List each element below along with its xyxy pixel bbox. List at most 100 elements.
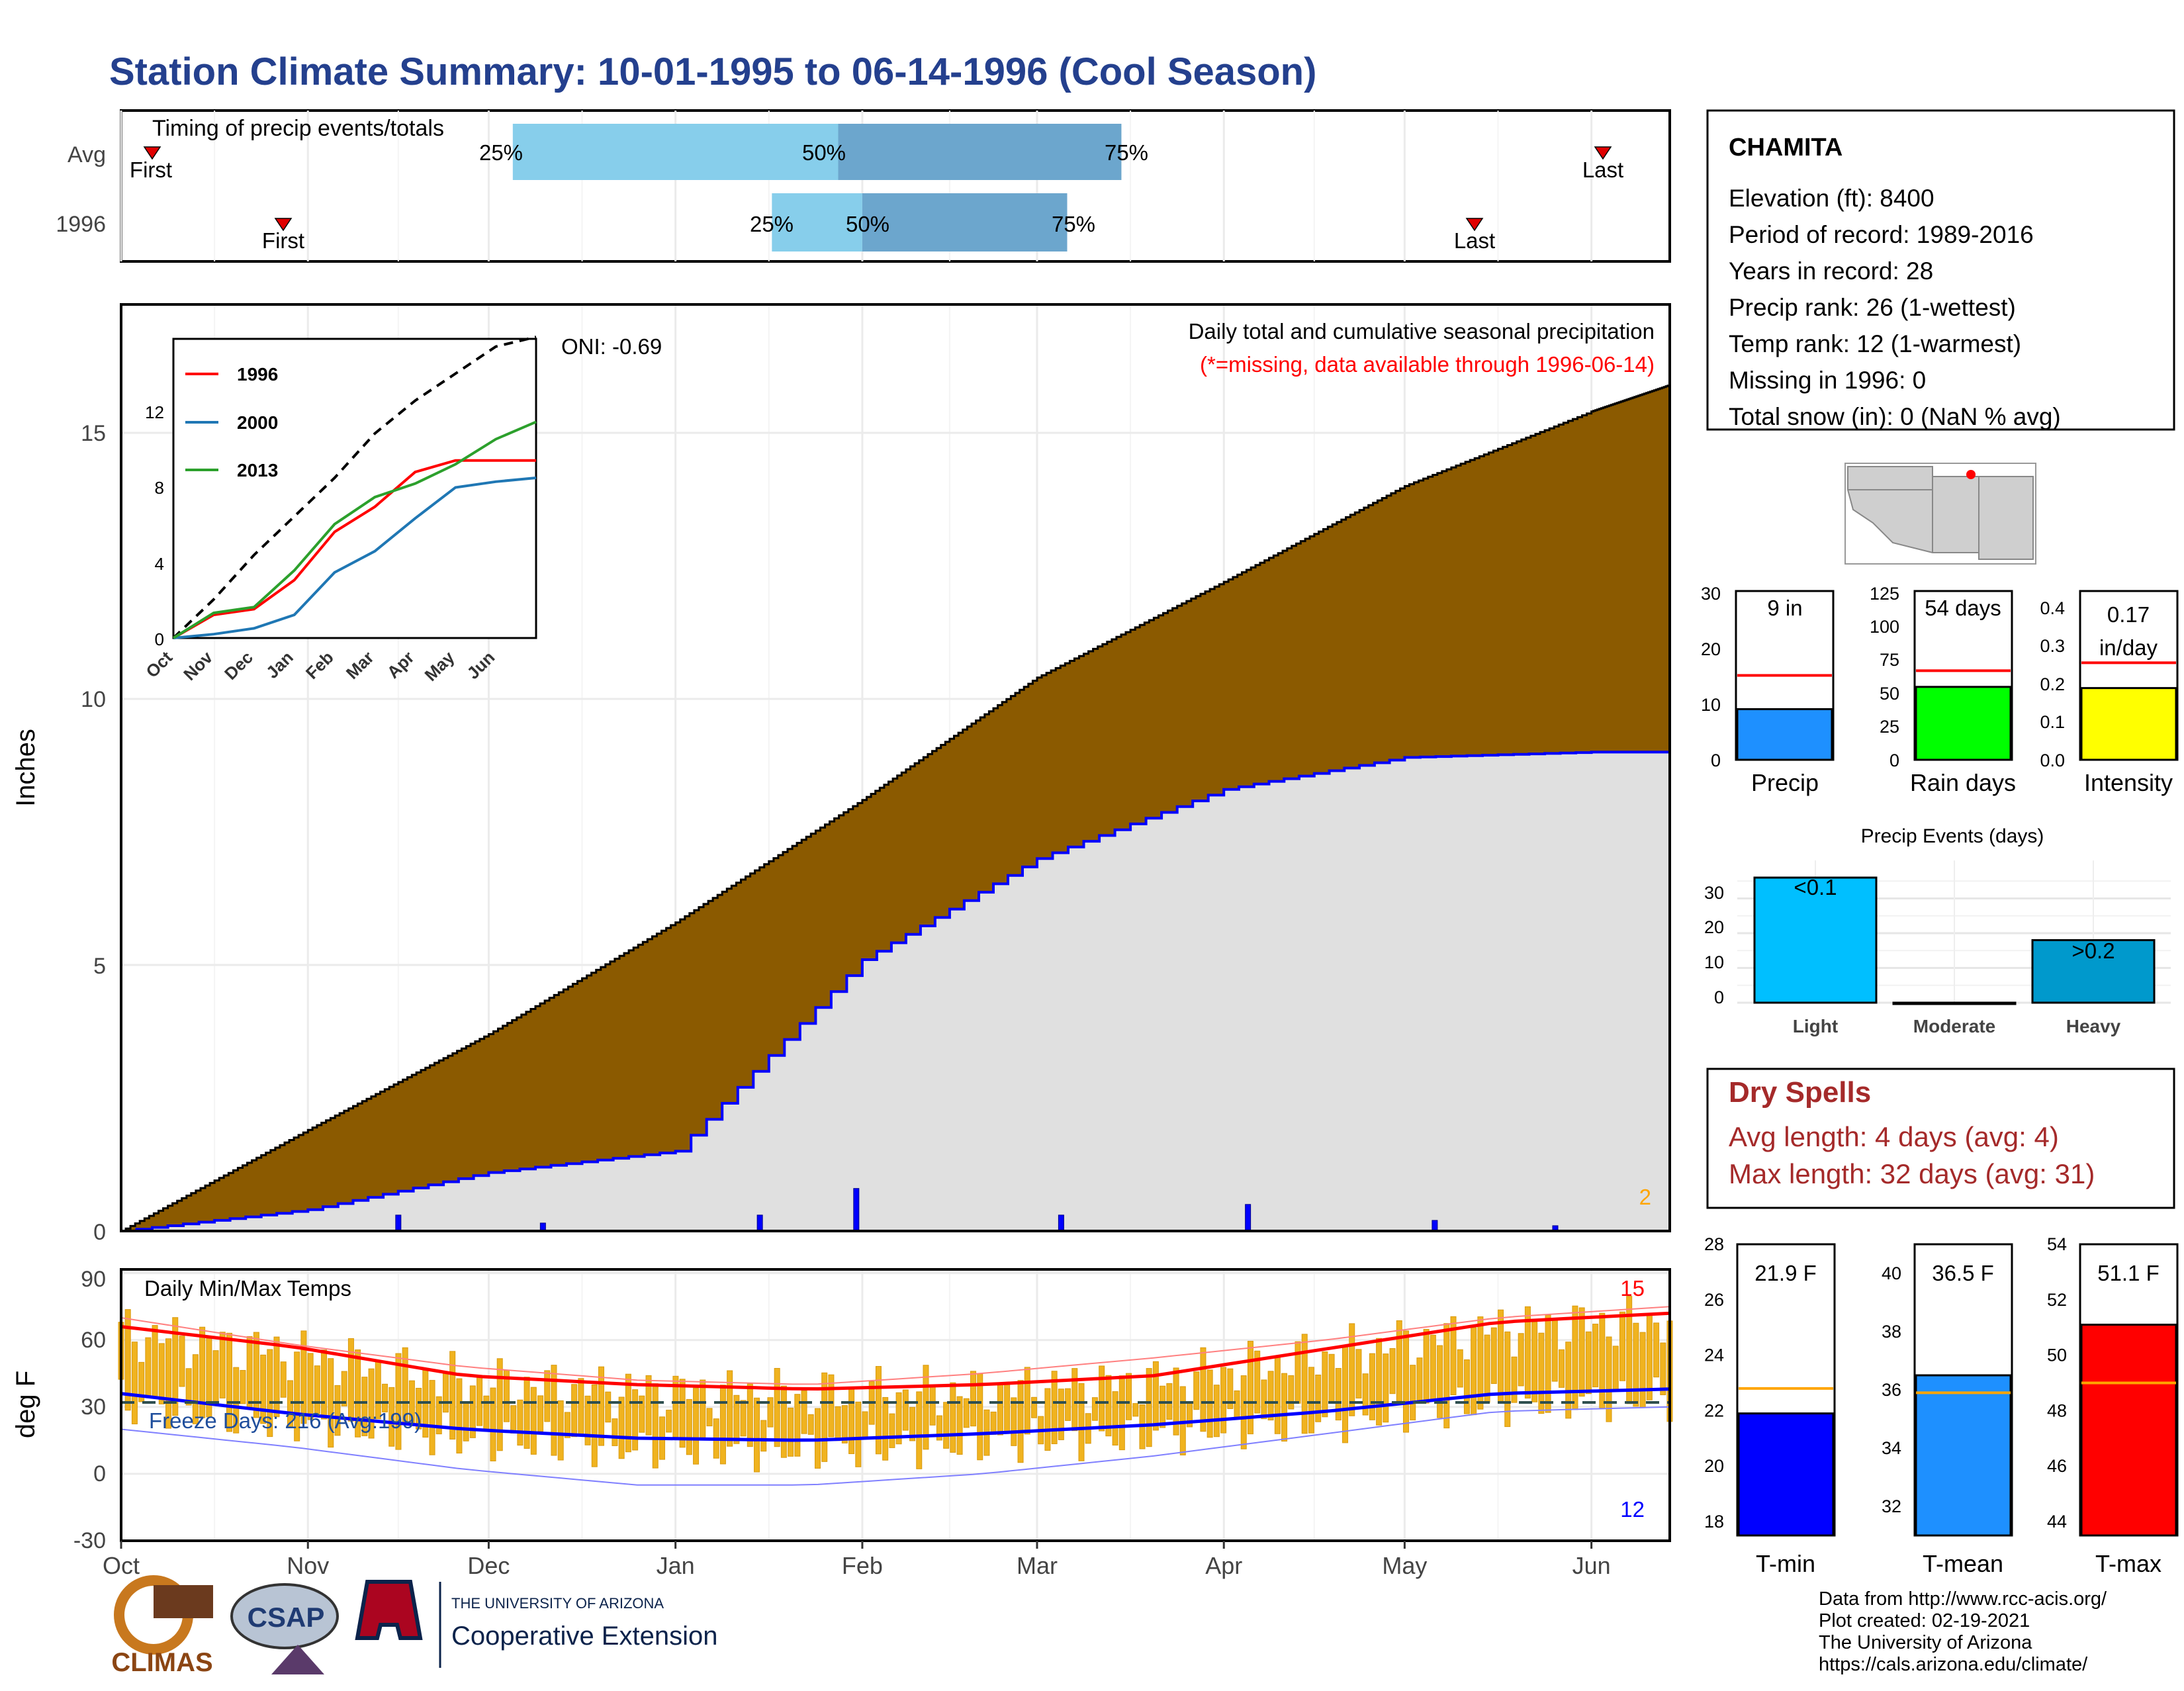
- footer-credits: Data from http://www.rcc-acis.org/ Plot …: [1819, 1588, 2107, 1675]
- daily-temp-range-bar: [1254, 1350, 1261, 1414]
- daily-temp-range-bar: [179, 1336, 185, 1387]
- inset-frame: [172, 338, 537, 639]
- precip-title: Daily total and cumulative seasonal prec…: [1189, 319, 1655, 343]
- daily-temp-range-bar: [821, 1372, 828, 1462]
- intensity-summary-unit: in/day: [2099, 635, 2158, 660]
- daily-temp-range-bar: [1017, 1380, 1024, 1463]
- temp-summary-tick: 50: [2047, 1346, 2067, 1365]
- daily-temp-range-bar: [355, 1349, 361, 1438]
- station-box-frame: [1706, 109, 2175, 431]
- last-event-marker-1996: [1465, 218, 1484, 232]
- daily-temp-range-bar: [253, 1332, 259, 1418]
- precip-y-axis-label: Inches: [11, 729, 40, 807]
- average-precip-area: [121, 752, 1670, 1231]
- last-label-1996: Last: [1454, 228, 1495, 253]
- temp-ytick: 90: [81, 1267, 106, 1292]
- daily-temp-range-bar: [1267, 1371, 1274, 1421]
- page-title: Station Climate Summary: 10-01-1995 to 0…: [109, 50, 1316, 93]
- temp-summary-tick: 54: [2047, 1234, 2067, 1254]
- daily-precip-bar: [1058, 1214, 1064, 1232]
- daily-temp-range-bar: [1200, 1347, 1206, 1432]
- daily-temp-range-bar: [1146, 1368, 1152, 1447]
- daily-temp-range-bar: [740, 1400, 747, 1437]
- precip-summary-label: 9 in: [1767, 596, 1802, 620]
- daily-temp-range-bar: [496, 1358, 503, 1451]
- heavy-events-label: >0.2: [2071, 938, 2115, 963]
- daily-temp-range-bar: [145, 1337, 152, 1398]
- station-line: Missing in 1996: 0: [1729, 367, 1926, 394]
- daily-temp-range-bar: [977, 1373, 983, 1461]
- timing-row-avg-label: Avg: [68, 142, 106, 167]
- light-events-label: <0.1: [1794, 875, 1837, 899]
- daily-temp-range-bar: [1545, 1314, 1551, 1413]
- daily-temp-range-bar: [388, 1387, 395, 1447]
- daily-temp-range-bar: [693, 1387, 700, 1465]
- location-map: [1844, 463, 2036, 565]
- first-event-marker-1996: [274, 218, 293, 232]
- freeze-days-label: Freeze Days: 216 (Avg:199): [149, 1408, 422, 1433]
- first-label-1996: First: [262, 228, 304, 253]
- average-precip-line: [121, 751, 1670, 1232]
- daily-temp-range-bar: [855, 1401, 862, 1467]
- p25-label-1996: 25%: [750, 212, 794, 236]
- timing-bars: [512, 124, 1122, 251]
- daily-precip-bar: [853, 1188, 860, 1232]
- daily-temp-range-bar: [956, 1396, 963, 1455]
- temp-ytick: 60: [81, 1328, 106, 1353]
- csap-cloud-icon: [230, 1583, 339, 1649]
- inset-ytick: 0: [155, 629, 164, 649]
- timing-row-1996-label: 1996: [56, 212, 106, 237]
- daily-temp-range-bar: [1633, 1322, 1639, 1407]
- daily-temp-range-bar: [1315, 1374, 1322, 1422]
- precip-ytick: 0: [93, 1220, 106, 1245]
- footer-line: https://cals.arizona.edu/climate/: [1819, 1654, 2088, 1675]
- daily-temp-range-bar: [361, 1377, 368, 1436]
- daily-temp-range-bar: [1559, 1349, 1565, 1388]
- daily-temp-range-bar: [584, 1395, 591, 1445]
- daily-temp-range-bar: [172, 1317, 179, 1416]
- daily-temp-range-bar: [1443, 1323, 1450, 1429]
- month-label: Jun: [1572, 1552, 1611, 1579]
- daily-temp-range-bar: [1152, 1361, 1159, 1431]
- temp-summary-tick: 32: [1882, 1496, 1901, 1516]
- daily-temp-range-bar: [138, 1361, 145, 1402]
- station-line: Total snow (in): 0 (NaN % avg): [1729, 403, 2061, 430]
- daily-temp-range-bar: [1383, 1353, 1389, 1423]
- intensity-summary-label: 0.17: [2107, 602, 2150, 627]
- daily-temp-range-bar: [294, 1351, 300, 1441]
- daily-temp-range-bar: [706, 1408, 713, 1427]
- daily-temp-range-bar: [1410, 1365, 1416, 1421]
- daily-temp-range-bar: [469, 1385, 476, 1438]
- daily-temp-range-bar: [1011, 1397, 1017, 1446]
- tmean-bar: [1915, 1374, 2012, 1537]
- daily-temp-range-bar: [1646, 1314, 1653, 1400]
- raindays-summary-name: Rain days: [1910, 769, 2016, 796]
- event-bar: [2031, 939, 2156, 1004]
- temp-summary-tick: 38: [1882, 1322, 1901, 1342]
- daily-temp-range-bar: [490, 1387, 496, 1461]
- missing-note: (*=missing, data available through 1996-…: [1200, 352, 1655, 377]
- daily-temp-range-bar: [916, 1391, 923, 1469]
- daily-temp-range-bar: [212, 1350, 219, 1403]
- precip-ytick: 15: [81, 421, 106, 446]
- daily-temp-range-bar: [970, 1371, 977, 1427]
- dry-spells-frame: [1706, 1068, 2175, 1209]
- daily-temp-range-bar: [1430, 1334, 1436, 1401]
- daily-temp-range-bar: [1369, 1353, 1375, 1420]
- summary-tick: 75: [1880, 650, 1899, 670]
- daily-temp-range-bar: [578, 1378, 584, 1436]
- temp-panel-frame: [120, 1268, 1671, 1542]
- inset-ytick: 4: [155, 554, 164, 574]
- daily-precip-bar: [1245, 1204, 1251, 1232]
- events-y-ticks: 0 10 20 30: [1704, 883, 1724, 1007]
- daily-temp-range-bar: [727, 1370, 733, 1447]
- daily-temp-range-bar: [828, 1374, 835, 1438]
- daily-temp-range-bar: [700, 1379, 706, 1439]
- daily-temp-range-bar: [260, 1354, 267, 1424]
- daily-temp-range-bar: [152, 1325, 158, 1399]
- daily-temp-range-bar: [449, 1351, 456, 1440]
- month-label: Nov: [287, 1552, 329, 1579]
- daily-temp-range-bar: [1065, 1388, 1071, 1421]
- daily-temp-range-bar: [1585, 1331, 1592, 1394]
